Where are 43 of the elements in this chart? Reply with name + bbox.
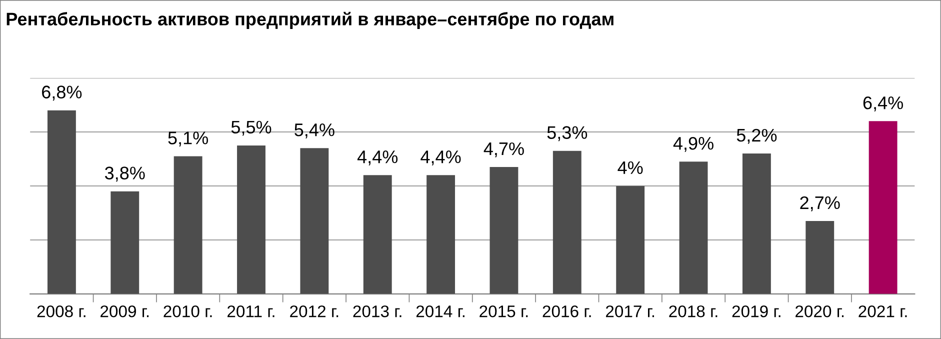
- x-tick-label: 2011 г.: [228, 305, 274, 318]
- bar: [110, 191, 140, 294]
- x-tick-label: 2013 г.: [353, 305, 402, 318]
- bar: [616, 186, 645, 294]
- x-tick-label: 2017 г.: [606, 305, 654, 318]
- chart-title: Рентабельность активов предприятий в январе–сентябре по годам: [6, 12, 614, 30]
- x-tick-label: 2010 г.: [164, 305, 212, 318]
- data-label: 4,4%: [357, 150, 398, 166]
- x-tick-label: 2012 г.: [290, 305, 338, 318]
- bar: [237, 145, 266, 294]
- data-label: 4%: [618, 161, 643, 174]
- bar: [679, 162, 708, 294]
- data-label: 5,4%: [294, 124, 334, 138]
- data-label: 5,2%: [736, 128, 777, 144]
- bar: [47, 110, 76, 294]
- bar: [490, 167, 518, 294]
- x-tick-label: 2009 г.: [100, 305, 149, 318]
- bar: [174, 156, 202, 294]
- x-tick-label: 2020 г.: [796, 305, 844, 318]
- data-label: 6,8%: [42, 86, 82, 101]
- data-label: 5,5%: [231, 120, 272, 136]
- data-label: 6,4%: [863, 96, 903, 112]
- data-label: 2,7%: [800, 196, 840, 212]
- bar: [300, 148, 329, 294]
- bar: [868, 121, 898, 294]
- data-label: 4,9%: [673, 136, 714, 152]
- bar: [806, 221, 834, 294]
- data-label: 5,1%: [168, 132, 208, 146]
- data-label: 4,4%: [420, 150, 461, 166]
- x-tick-label: 2018 г.: [669, 305, 718, 318]
- x-tick-label: 2021 г.: [858, 305, 907, 318]
- bar: [742, 154, 771, 294]
- x-tick-label: 2016 г.: [542, 305, 591, 318]
- data-label: 4,7%: [484, 142, 524, 158]
- bar: [363, 175, 392, 294]
- x-tick-label: 2014 г.: [416, 305, 464, 318]
- bar: [552, 150, 582, 294]
- data-label: 3,8%: [104, 166, 145, 182]
- bar: [426, 175, 456, 294]
- data-label: 5,3%: [547, 126, 588, 142]
- x-tick-label: 2008 г.: [37, 305, 86, 318]
- x-tick-label: 2015 г.: [480, 305, 528, 318]
- x-tick-label: 2019 г.: [732, 305, 780, 318]
